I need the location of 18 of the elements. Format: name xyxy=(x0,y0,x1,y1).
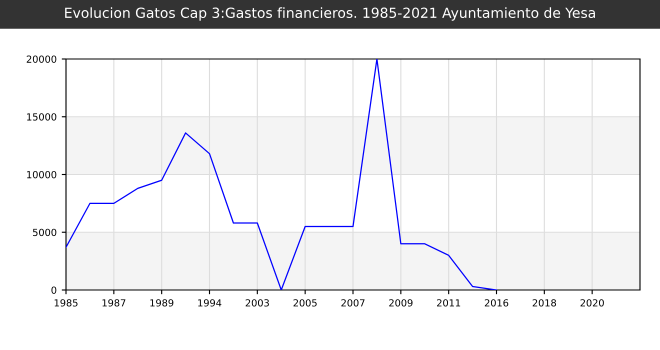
x-tick-label: 2009 xyxy=(389,299,413,307)
x-tick-label: 2011 xyxy=(437,299,460,307)
y-tick-label: 10000 xyxy=(27,170,56,178)
x-tick-label: 1989 xyxy=(150,299,174,307)
y-tick-label: 15000 xyxy=(27,113,56,121)
x-tick-label: 1987 xyxy=(102,299,126,307)
x-tick-label: 2007 xyxy=(341,299,365,307)
x-tick-label: 2003 xyxy=(246,299,269,307)
x-tick-label: 1985 xyxy=(54,299,78,307)
y-tick-label: 20000 xyxy=(26,55,56,63)
x-tick-label: 2016 xyxy=(484,299,508,307)
x-tick-label: 2005 xyxy=(294,299,317,307)
y-tick-label: 0 xyxy=(51,286,56,294)
x-tick-label: 2020 xyxy=(580,299,604,307)
x-tick-label: 2018 xyxy=(532,299,556,307)
chart-title: Evolucion Gatos Cap 3:Gastos financieros. 1985-2021 Ayuntamiento de Yesa xyxy=(65,7,595,21)
x-tick-label: 1994 xyxy=(198,299,222,307)
y-tick-label: 5000 xyxy=(32,228,56,236)
